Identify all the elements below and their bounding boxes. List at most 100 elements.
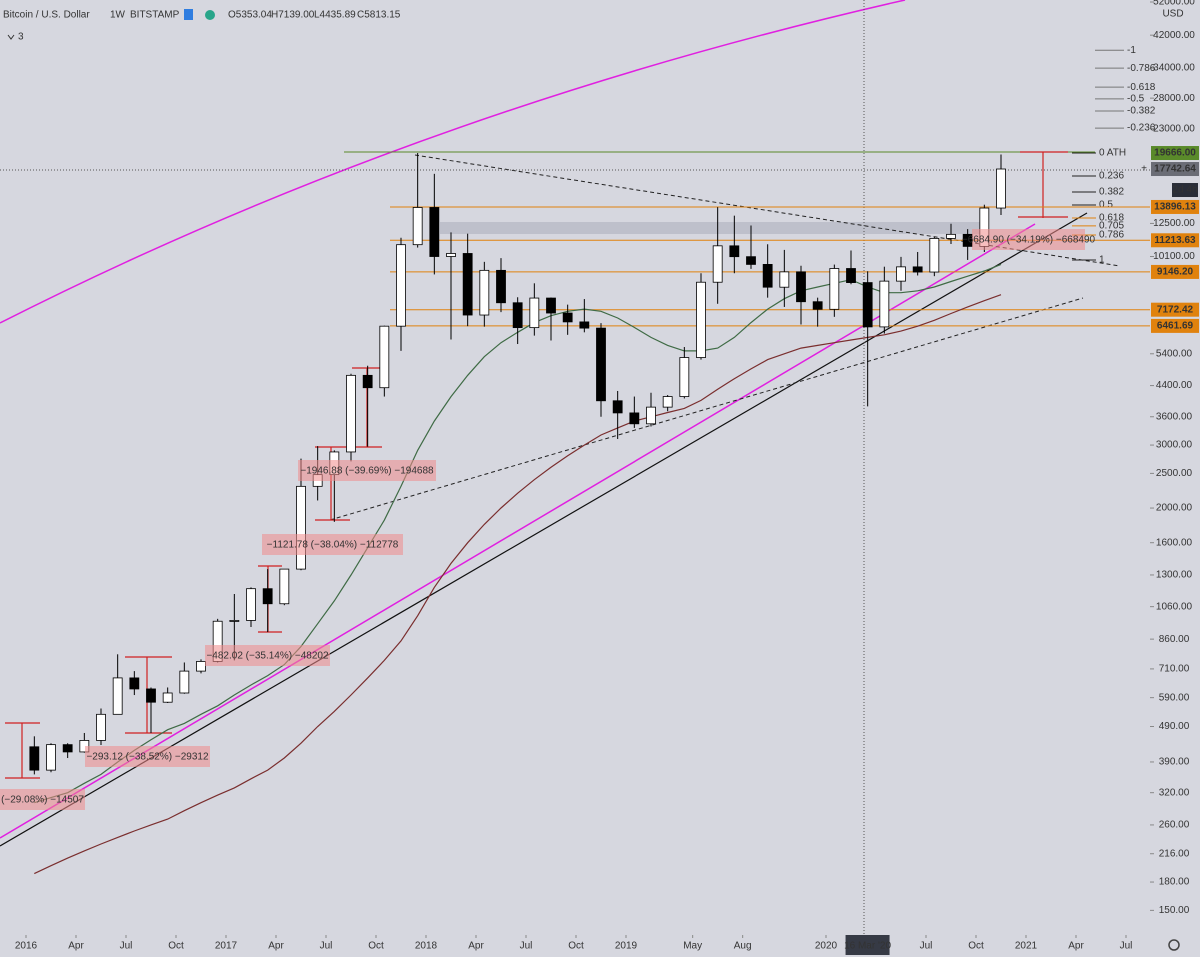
candle-body — [712, 245, 723, 283]
readout-close: C5813.15 — [357, 10, 401, 21]
candle-body — [396, 244, 406, 327]
y-tick-label: 5400.00 — [1156, 348, 1193, 359]
price-label: 13896.13 — [1154, 202, 1196, 213]
candle-body — [96, 713, 106, 741]
candle-body — [496, 269, 506, 304]
annotation: −6684.90 (−34.19%) −668490 — [962, 235, 1096, 246]
x-tick-label: 2017 — [215, 941, 238, 952]
candle-body — [29, 746, 40, 771]
candle-body — [612, 400, 623, 414]
y-tick-label: 590.00 — [1159, 692, 1190, 703]
candle-body — [629, 412, 640, 425]
annotation: −293.12 (−38.52%) −29312 — [86, 752, 208, 763]
crosshair-label: 16 Mar '20 — [844, 941, 891, 952]
fib-label: -0.382 — [1127, 106, 1156, 117]
x-tick-label: 2016 — [15, 941, 38, 952]
add-button[interactable]: + — [1141, 164, 1147, 175]
y-tick-label: 1300.00 — [1156, 570, 1193, 581]
price-label-bg — [1151, 264, 1199, 279]
fib-label: 1 — [1099, 255, 1105, 266]
candle-body — [829, 268, 840, 310]
readout-high: H7139.00 — [271, 10, 315, 21]
annotation: −1946.88 (−39.69%) −194688 — [300, 466, 434, 477]
y-tick-label: 320.00 — [1159, 787, 1190, 798]
fib-label: 0.5 — [1099, 200, 1113, 211]
candle-body — [162, 692, 173, 703]
x-tick-label: Oct — [368, 941, 384, 952]
x-tick-label: 2020 — [815, 941, 838, 952]
price-label: 9146.20 — [1157, 267, 1194, 278]
readout-low: L4435.89 — [314, 10, 356, 21]
candle-body — [946, 233, 956, 239]
fib-label: 0 ATH — [1099, 148, 1126, 159]
candle-body — [379, 325, 390, 389]
y-tick-label: 490.00 — [1159, 721, 1190, 732]
x-tick-label: May — [683, 941, 702, 952]
x-tick-label: Apr — [468, 941, 484, 952]
y-tick-label: 12500.00 — [1153, 218, 1195, 229]
annotation: (−29.08%) −14507 — [1, 795, 84, 806]
candle-body — [229, 620, 240, 622]
annotation-box — [0, 789, 85, 810]
settings-icon[interactable] — [1168, 939, 1180, 951]
candle-body — [462, 253, 473, 316]
fib-label: 0.705 — [1099, 221, 1124, 232]
indicator-count[interactable]: 3 — [18, 32, 24, 43]
price-label: 19666.00 — [1154, 148, 1196, 159]
candle-body — [696, 281, 706, 358]
candle-body — [546, 297, 556, 314]
y-tick-label: 3000.00 — [1156, 440, 1193, 451]
candle-body — [596, 327, 606, 402]
candle-body — [346, 374, 356, 453]
zone — [440, 222, 985, 234]
interval: 1W — [110, 10, 126, 21]
header: Bitcoin / U.S. Dollar 1W BITSTAMP O5353.… — [3, 9, 1184, 43]
drawings — [0, 0, 1150, 935]
candle-body — [262, 588, 273, 605]
y-tick-label: 34000.00 — [1153, 63, 1195, 74]
price-label: 7172.42 — [1157, 304, 1194, 315]
candle-body — [796, 271, 806, 303]
y-tick-label: 1600.00 — [1156, 537, 1193, 548]
fib-label: -1 — [1127, 45, 1136, 56]
y-tick-label: 390.00 — [1159, 757, 1190, 768]
moving-average — [34, 294, 1002, 875]
y-tick-label: 2500.00 — [1156, 468, 1193, 479]
x-tick-label: Oct — [968, 941, 984, 952]
price-label-bg — [1151, 162, 1199, 177]
collapse-icon[interactable] — [7, 34, 15, 40]
price-label: 11213.63 — [1154, 235, 1196, 246]
annotation: −1121.78 (−38.04%) −112778 — [267, 540, 399, 551]
annotation-box — [298, 460, 436, 481]
x-tick-label: Jul — [520, 941, 533, 952]
trend-line — [329, 297, 1084, 521]
y-tick-label: 3600.00 — [1156, 411, 1193, 422]
candle-body — [296, 485, 306, 570]
y-tick-label: 860.00 — [1159, 634, 1190, 645]
candle-body — [512, 302, 523, 329]
x-tick-label: 2018 — [415, 941, 438, 952]
x-tick-label: Apr — [268, 941, 284, 952]
candle-body — [912, 266, 923, 273]
fib-label: -0.786 — [1127, 63, 1156, 74]
candle-body — [446, 253, 456, 257]
fib-label: 0.786 — [1099, 230, 1124, 241]
x-tick-label: Oct — [168, 941, 184, 952]
annotation-box — [85, 746, 210, 767]
candle-body — [929, 238, 940, 273]
x-tick-label: Jul — [120, 941, 133, 952]
y-tick-label: 260.00 — [1159, 820, 1190, 831]
candle-body — [562, 312, 573, 323]
candle-body — [412, 207, 423, 246]
candle-body — [529, 297, 540, 329]
candle-body — [762, 264, 773, 288]
trend-curve — [0, 0, 906, 324]
fib-label: 0.618 — [1099, 213, 1124, 224]
y-tick-label: 28000.00 — [1153, 93, 1195, 104]
x-tick-label: 2021 — [1015, 941, 1038, 952]
drawdown-markers — [5, 151, 1068, 779]
fib-label: 0.382 — [1099, 187, 1124, 198]
title: Bitcoin / U.S. Dollar — [3, 10, 90, 21]
